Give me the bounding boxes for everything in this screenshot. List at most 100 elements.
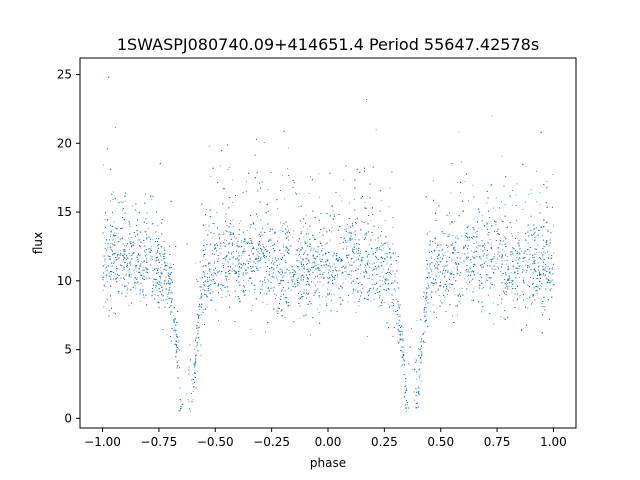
data-point (165, 276, 167, 278)
data-point (220, 252, 222, 254)
data-point (331, 231, 333, 233)
data-point (490, 184, 492, 186)
data-point (313, 247, 315, 249)
data-point (221, 289, 223, 291)
data-point (420, 351, 422, 353)
data-point (128, 237, 130, 239)
data-point (491, 183, 493, 185)
data-point (203, 274, 205, 276)
data-point (391, 274, 392, 275)
data-point (298, 260, 300, 261)
data-point (123, 251, 125, 253)
data-point (321, 273, 323, 275)
data-point (260, 288, 261, 290)
data-point (386, 253, 388, 254)
data-point (303, 272, 305, 274)
data-point (239, 270, 241, 272)
data-point (288, 230, 289, 232)
data-point (495, 197, 497, 199)
data-point (153, 289, 155, 291)
data-point (379, 247, 380, 248)
data-point (230, 273, 231, 275)
data-point (230, 224, 232, 226)
data-point (140, 246, 141, 248)
data-point (332, 210, 334, 211)
data-point (388, 206, 390, 208)
data-point (406, 387, 407, 389)
data-point (339, 270, 341, 272)
data-point (500, 316, 502, 317)
data-point (117, 256, 118, 258)
chart-title: 1SWASPJ080740.09+414651.4 Period 55647.4… (117, 35, 539, 54)
data-point (518, 252, 520, 254)
data-point (240, 263, 241, 265)
data-point (298, 206, 299, 208)
data-point (380, 249, 382, 250)
data-point (326, 303, 328, 305)
data-point (366, 278, 368, 279)
data-point (516, 183, 518, 185)
data-point (299, 291, 301, 293)
data-point (353, 244, 355, 246)
data-point (458, 131, 460, 133)
data-point (315, 265, 317, 267)
data-point (319, 253, 320, 255)
data-point (318, 173, 320, 175)
data-point (541, 252, 542, 254)
data-point (143, 289, 144, 291)
data-point (230, 219, 231, 221)
data-point (493, 207, 494, 209)
data-point (233, 255, 235, 257)
data-point (551, 288, 553, 289)
data-point (519, 294, 521, 296)
data-point (347, 231, 349, 233)
data-point (481, 288, 483, 290)
data-point (127, 270, 129, 272)
data-point (160, 259, 162, 261)
data-point (300, 257, 302, 259)
data-point (360, 251, 362, 253)
data-point (348, 261, 349, 263)
data-point (437, 262, 438, 264)
data-point (238, 255, 240, 257)
data-point (193, 386, 195, 387)
data-point (358, 243, 360, 245)
data-point (245, 273, 247, 275)
data-point (349, 233, 351, 234)
data-point (308, 269, 309, 271)
data-point (540, 285, 542, 287)
data-point (250, 310, 252, 312)
data-point (144, 252, 146, 254)
data-point (431, 256, 433, 258)
data-point (402, 338, 404, 340)
data-point (328, 293, 330, 295)
data-point (491, 258, 493, 260)
data-point (399, 340, 401, 342)
data-point (282, 224, 284, 226)
data-point (484, 248, 486, 250)
data-point (421, 340, 423, 342)
data-point (347, 224, 348, 225)
data-point (290, 289, 292, 291)
data-point (224, 242, 225, 244)
data-point (136, 256, 137, 258)
data-point (123, 245, 125, 247)
data-point (216, 285, 218, 287)
data-point (489, 238, 491, 240)
data-point (373, 269, 374, 270)
data-point (192, 399, 194, 401)
data-point (118, 292, 120, 294)
data-point (539, 204, 541, 206)
data-point (223, 285, 225, 287)
data-point (150, 196, 152, 198)
data-point (375, 129, 377, 131)
data-point (236, 243, 238, 245)
data-point (246, 180, 247, 182)
data-point (504, 291, 506, 293)
data-point (380, 199, 382, 201)
data-point (126, 292, 128, 294)
data-point (468, 269, 469, 271)
data-point (276, 277, 278, 279)
data-point (528, 249, 530, 251)
data-point (207, 279, 208, 281)
